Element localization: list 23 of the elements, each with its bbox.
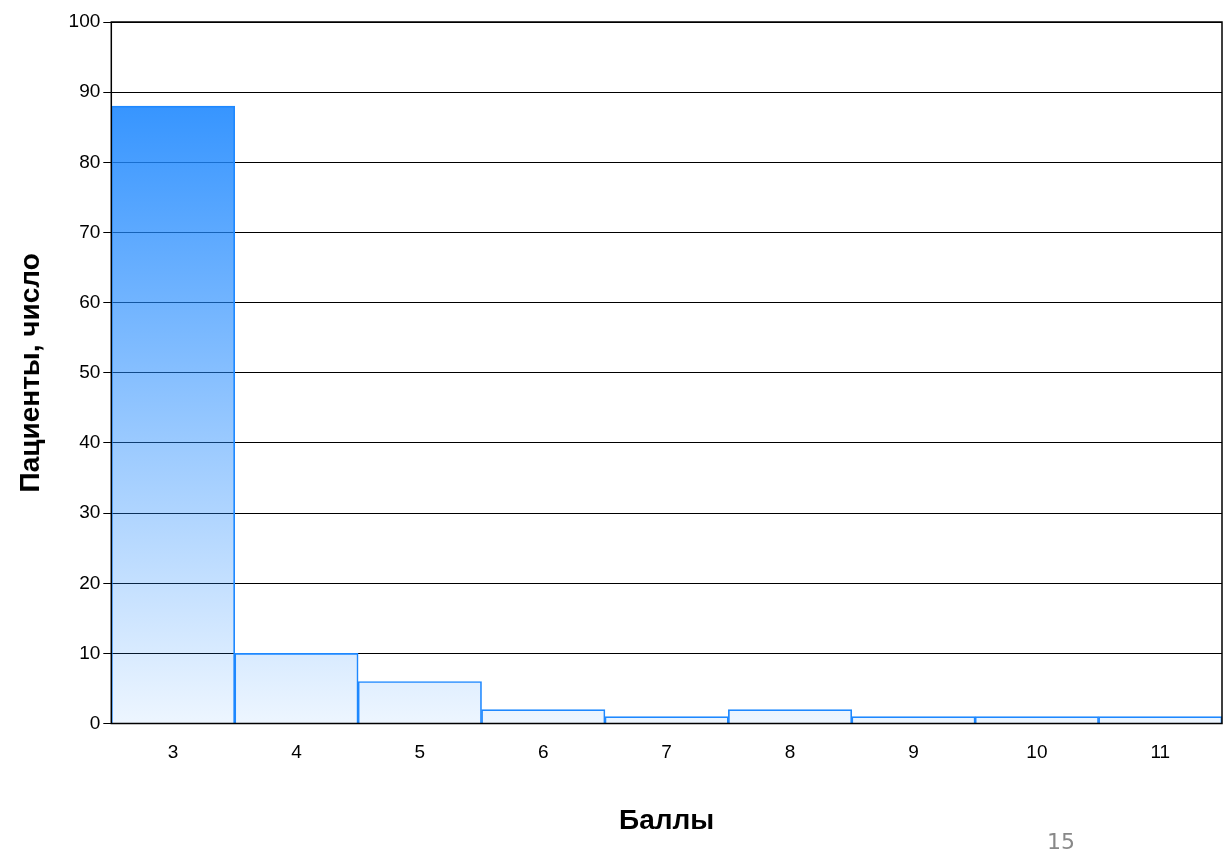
y-tick-label: 0 bbox=[89, 711, 101, 733]
x-tick-label: 7 bbox=[661, 741, 672, 763]
x-tick-label: 10 bbox=[1026, 741, 1048, 763]
y-tick-label: 80 bbox=[79, 150, 101, 172]
y-axis-title: Пациенты, число bbox=[13, 253, 45, 493]
x-tick-label: 6 bbox=[537, 741, 549, 763]
y-tick-label: 40 bbox=[79, 431, 101, 453]
y-tick-label: 100 bbox=[68, 10, 101, 32]
x-tick-label: 11 bbox=[1150, 741, 1171, 763]
x-tick-label: 4 bbox=[291, 741, 303, 763]
y-tick-label: 60 bbox=[79, 290, 101, 312]
y-tick-label: 30 bbox=[79, 501, 101, 523]
x-tick-label: 9 bbox=[908, 741, 919, 763]
y-tick-label: 70 bbox=[79, 220, 101, 242]
x-tick-label: 3 bbox=[167, 741, 179, 763]
x-tick-label: 5 bbox=[414, 741, 426, 763]
y-tick-label: 90 bbox=[79, 80, 101, 102]
y-tick-label: 10 bbox=[79, 641, 101, 663]
y-tick-label: 20 bbox=[79, 571, 101, 593]
x-axis-title: Баллы bbox=[619, 803, 715, 835]
text: 15 bbox=[1047, 829, 1075, 854]
x-tick-label: 8 bbox=[784, 741, 796, 763]
y-tick-label: 50 bbox=[79, 361, 101, 383]
